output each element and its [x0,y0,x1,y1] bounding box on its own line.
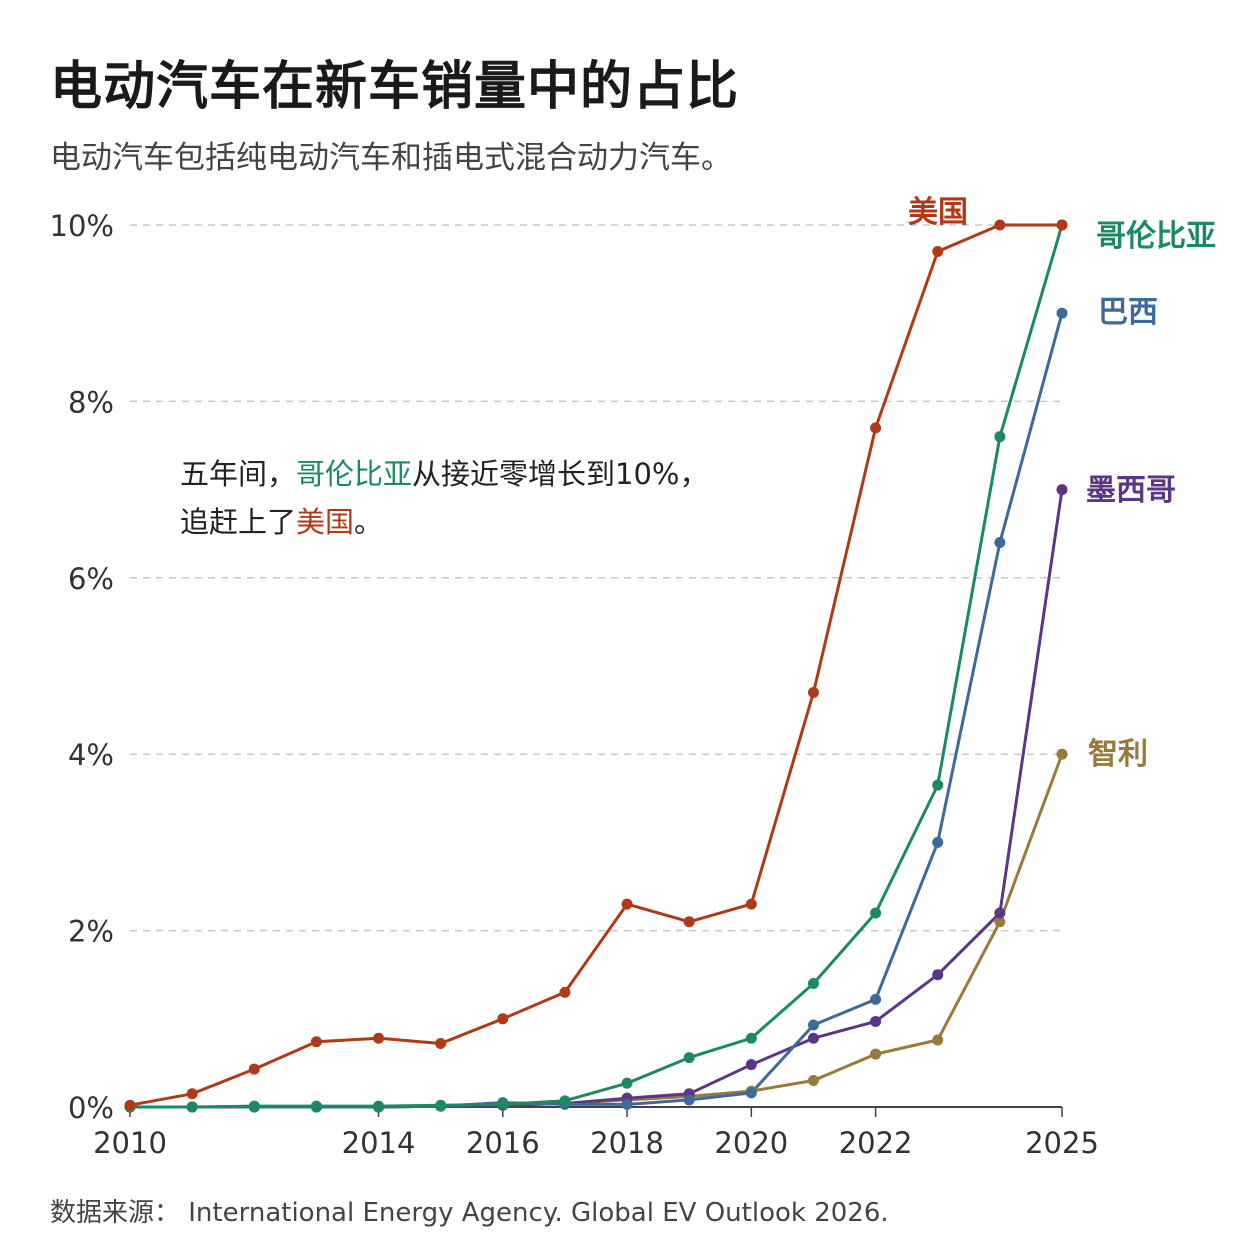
data-point [124,1099,136,1111]
annotation-highlight-colombia: 哥伦比亚 [296,457,413,491]
data-point [621,1098,633,1110]
series-line-美国 [129,223,1062,1107]
chart-subtitle: 电动汽车包括纯电动汽车和插电式混合动力汽车。 [50,140,732,176]
series-label: 墨西哥 [1086,473,1176,508]
data-point [559,1095,571,1107]
data-point [559,986,571,998]
data-point [870,907,882,919]
annotation-text: 。 [354,505,384,539]
series-line-智利 [130,753,1064,1109]
data-point [807,1032,819,1044]
data-point [248,1100,260,1112]
x-tick-label: 2025 [1025,1126,1099,1160]
x-tick-label: 2016 [466,1126,540,1160]
series-labels: 智利 墨西哥 巴西 哥伦比亚 美国 [908,195,1216,772]
data-point [745,1059,757,1071]
series-label: 巴西 [1098,295,1158,330]
data-point [621,1077,633,1089]
y-tick-label: 4% [68,738,114,772]
data-point [1056,748,1068,760]
data-point [870,1048,882,1060]
data-point [870,1015,882,1027]
series-label: 哥伦比亚 [1096,219,1216,254]
series-points [124,219,1068,1113]
data-point [373,1032,385,1044]
y-tick-label: 10% [50,209,114,243]
data-point [1056,307,1068,319]
series-lines [129,223,1064,1109]
data-point [745,898,757,910]
gridlines [130,224,1062,932]
data-point [683,916,695,928]
data-point [497,1098,509,1110]
data-point [186,1101,198,1113]
data-point [932,836,944,848]
data-point [186,1088,198,1100]
data-point [745,1087,757,1099]
data-point [310,1036,322,1048]
data-point [932,1034,944,1046]
x-tick-label: 2018 [590,1126,664,1160]
data-point [994,916,1006,928]
data-source: 数据来源： International Energy Agency. Globa… [50,1198,889,1228]
data-point [1056,219,1068,231]
series-line-墨西哥 [130,489,1064,1109]
chart-annotation: 五年间，哥伦比亚从接近零增长到10%， 追赶上了美国。 [180,450,709,546]
data-point [683,1094,695,1106]
data-point [870,422,882,434]
chart-title: 电动汽车在新车销量中的占比 [50,57,740,117]
y-tick-label: 6% [68,562,114,596]
y-tick-label: 2% [68,915,114,949]
data-point [994,537,1006,549]
data-point [1056,484,1068,496]
data-point [994,431,1006,443]
data-point [807,1019,819,1031]
data-point [870,993,882,1005]
data-point [932,969,944,981]
x-tick-label: 2022 [839,1126,913,1160]
x-tick-label: 2010 [93,1126,167,1160]
data-point [621,898,633,910]
x-tick-label: 2020 [714,1126,788,1160]
series-line-哥伦比亚 [130,224,1064,1109]
data-point [932,779,944,791]
annotation-text: 追赶上了 [180,505,297,539]
data-point [497,1013,509,1025]
data-point [683,1052,695,1064]
x-axis: 2010 2014 2016 2018 2020 2022 2025 [93,1106,1099,1160]
y-tick-label: 8% [68,385,114,419]
data-point [807,978,819,990]
data-point [932,245,944,257]
x-tick-label: 2014 [342,1126,416,1160]
series-label: 美国 [908,195,968,230]
y-tick-label: 0% [68,1091,114,1125]
data-point [435,1099,447,1111]
series-label: 智利 [1088,737,1148,772]
data-point [745,1032,757,1044]
data-point [435,1037,447,1049]
data-point [373,1100,385,1112]
annotation-text: 五年间， [180,457,297,491]
data-point [310,1100,322,1112]
annotation-highlight-usa: 美国 [296,505,355,539]
data-point [994,907,1006,919]
data-point [994,219,1006,231]
data-point [248,1063,260,1075]
annotation-text: 从接近零增长到10%， [412,457,709,491]
data-point [807,686,819,698]
y-axis-ticks: 0% 2% 4% 6% 8% 10% [50,209,114,1125]
data-point [807,1075,819,1087]
